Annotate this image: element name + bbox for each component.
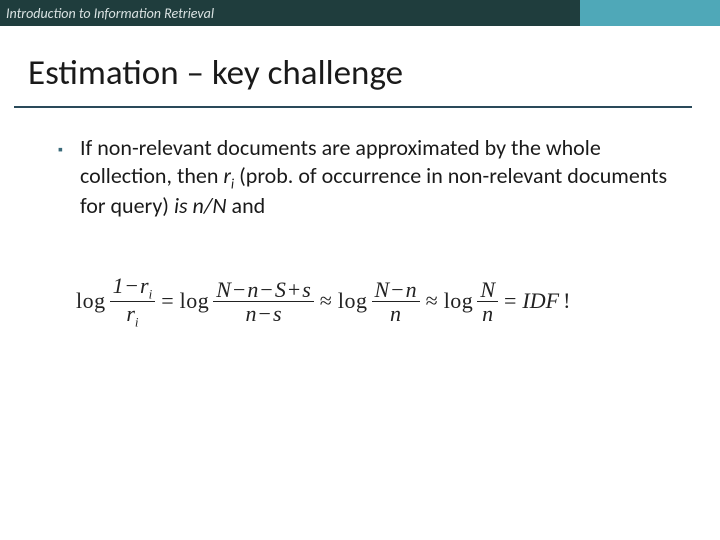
frac-4: N n <box>477 278 498 325</box>
title-area: Estimation – key challenge <box>0 26 720 102</box>
log-3: log <box>338 288 368 314</box>
N3: N <box>375 277 390 302</box>
approx-1: ≈ <box>318 288 334 314</box>
idf: IDF <box>522 288 559 314</box>
log-4: log <box>444 288 474 314</box>
bang: ! <box>563 288 570 314</box>
frac3-den: n <box>387 302 404 325</box>
slide-title: Estimation – key challenge <box>28 52 692 94</box>
ratio-nN: n/N <box>193 192 227 219</box>
one: 1 <box>113 273 124 298</box>
frac2-num: N−n−S+s <box>213 278 314 302</box>
header-accent <box>580 0 720 26</box>
log-2: log <box>180 288 210 314</box>
r-bot: r <box>126 301 135 326</box>
bullet-seg-3: and <box>227 192 266 219</box>
eq-1: = <box>159 288 175 314</box>
frac1-den: ri <box>123 302 141 329</box>
equation-row: log 1−ri ri = log N−n−S+s n−s ≈ log N−n … <box>76 274 670 329</box>
frac4-num: N <box>477 278 498 302</box>
frac-1: 1−ri ri <box>110 274 156 329</box>
bullet-marker: ▪ <box>58 134 80 158</box>
content-area: ▪ If non-relevant documents are approxim… <box>0 108 720 329</box>
approx-2: ≈ <box>424 288 440 314</box>
m2a: − <box>231 277 247 302</box>
S2: S <box>275 277 286 302</box>
frac2-den: n−s <box>243 302 285 325</box>
header-bar: Introduction to Information Retrieval <box>0 0 720 26</box>
n2: n <box>247 277 258 302</box>
frac1-num: 1−ri <box>110 274 156 302</box>
frac-3: N−n n <box>372 278 420 325</box>
course-title: Introduction to Information Retrieval <box>6 5 214 22</box>
eq-2: = <box>502 288 518 314</box>
m2b: − <box>258 277 274 302</box>
var-r: r <box>223 162 231 189</box>
i-bot: i <box>135 314 139 329</box>
p2: + <box>286 277 302 302</box>
bullet-text: If non-relevant documents are approximat… <box>80 134 670 220</box>
n3: n <box>406 277 417 302</box>
dm2: − <box>257 301 273 326</box>
log-1: log <box>76 288 106 314</box>
dn2: n <box>246 301 257 326</box>
r-top: r <box>140 273 149 298</box>
m3: − <box>389 277 405 302</box>
equation: log 1−ri ri = log N−n−S+s n−s ≈ log N−n … <box>58 274 670 329</box>
is-word: is <box>174 192 193 219</box>
frac-2: N−n−S+s n−s <box>213 278 314 325</box>
i-top: i <box>149 286 153 301</box>
bullet-item: ▪ If non-relevant documents are approxim… <box>58 134 670 220</box>
minus: − <box>124 273 140 298</box>
N2: N <box>216 277 231 302</box>
ds2: s <box>273 301 282 326</box>
frac3-num: N−n <box>372 278 420 302</box>
frac4-den: n <box>479 302 496 325</box>
header-left: Introduction to Information Retrieval <box>0 0 580 26</box>
s2: s <box>302 277 311 302</box>
